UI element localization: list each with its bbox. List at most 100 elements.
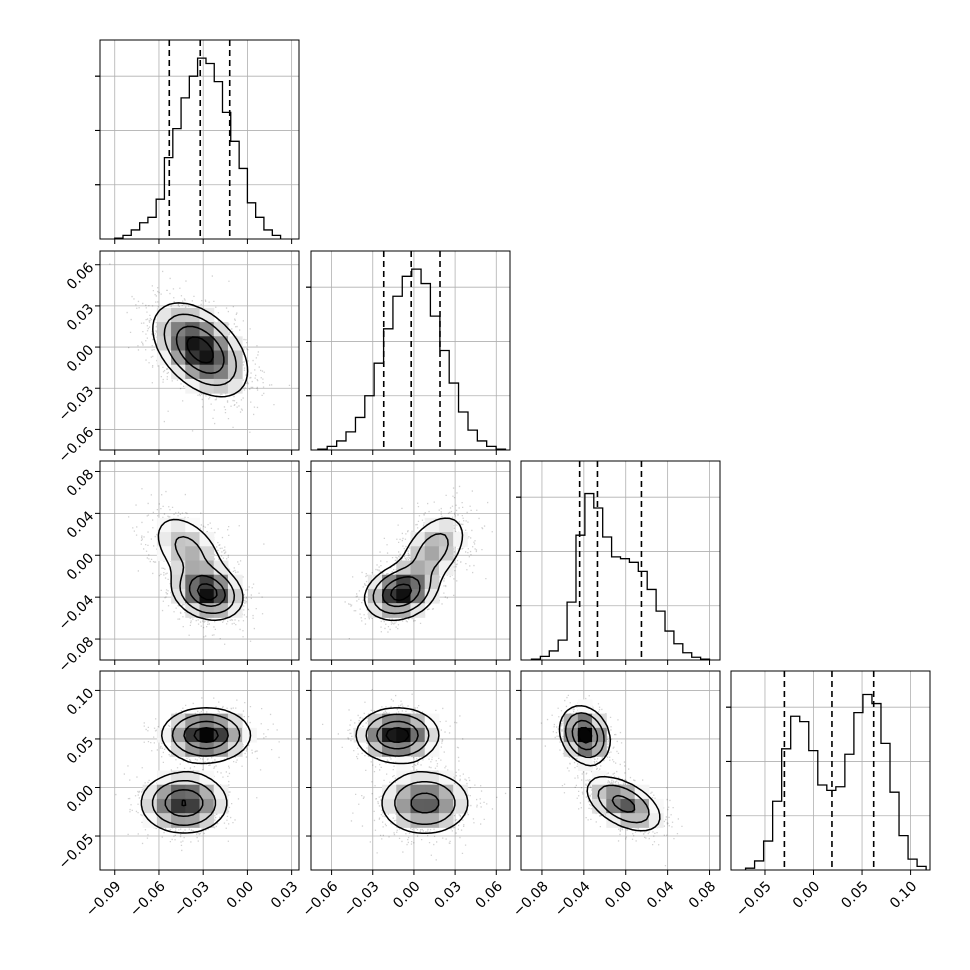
density-cell (185, 798, 200, 814)
density-cell (438, 798, 454, 814)
density-cell (171, 532, 186, 547)
density-cell (227, 603, 243, 618)
y-tick-label: −0.06 (56, 424, 98, 466)
density-cell (171, 336, 186, 351)
density-cell (156, 307, 172, 323)
density-cell (156, 727, 172, 743)
x-tick-label: 0.05 (838, 878, 871, 911)
marginal-panel-3 (726, 670, 931, 875)
contour-level-2 (376, 720, 440, 814)
density-cell (438, 784, 454, 800)
panel-background (311, 251, 510, 450)
x-tick-label: −0.06 (127, 878, 169, 920)
x-tick-label: 0.04 (644, 878, 677, 911)
joint-panel-0-2 (95, 460, 300, 665)
density-cell (606, 798, 621, 814)
density-cell (199, 784, 215, 800)
density-cell (438, 813, 454, 828)
density-cell (396, 742, 411, 757)
density-cell (171, 588, 186, 604)
panel-frame (99, 460, 300, 661)
density-cell (199, 378, 215, 394)
density-cell (382, 603, 397, 618)
panel-frame (310, 250, 511, 451)
density-cell (367, 727, 383, 743)
joint-panel-0-1 (95, 250, 300, 455)
y-tick-label: 0.00 (64, 782, 97, 815)
density-cell (424, 784, 440, 800)
density-cell (577, 756, 593, 771)
density-cell (199, 322, 215, 337)
x-tick-label: 0.03 (432, 878, 465, 911)
density-cell (199, 560, 215, 576)
histogram-step-0 (114, 57, 282, 239)
panel-frame (310, 460, 511, 661)
density-cell (410, 813, 426, 828)
contour-level-0 (363, 517, 464, 622)
contour-level-3 (196, 583, 218, 601)
panel-frame (730, 670, 931, 871)
panel-frame (99, 670, 300, 871)
density-cell (382, 784, 397, 800)
density-cell (171, 322, 186, 337)
density-cell (424, 813, 440, 828)
density-cell (227, 727, 243, 743)
y-tick-label: −0.03 (56, 383, 98, 425)
density-layer (540, 694, 683, 867)
density-cell (156, 784, 172, 800)
density-cell (242, 727, 257, 743)
density-cell (156, 546, 172, 561)
y-tick-label: 0.00 (64, 550, 97, 583)
contour-level-3 (186, 336, 214, 364)
density-cell (185, 784, 200, 800)
density-cell (424, 546, 440, 561)
histogram-step-3 (744, 693, 927, 870)
density-cell (171, 560, 186, 576)
density-cell (453, 784, 468, 800)
density-cell (424, 560, 440, 576)
density-cell (185, 603, 200, 618)
density-cell (171, 742, 186, 757)
density-cell (453, 798, 468, 814)
joint-panel-0-3 (95, 670, 300, 875)
contour-level-2 (175, 325, 225, 375)
density-cell (382, 588, 397, 604)
density-cell (213, 364, 229, 380)
contour-level-0 (140, 707, 252, 834)
density-layer (322, 689, 507, 861)
x-tick-label: −0.03 (171, 878, 213, 920)
density-cell (592, 770, 607, 786)
x-tick-label: −0.03 (341, 878, 383, 920)
density-cell (213, 336, 229, 351)
density-cell (171, 574, 186, 590)
density-cell (185, 350, 200, 366)
joint-panel-2-3 (516, 670, 721, 875)
contour-level-1 (163, 313, 237, 387)
density-cell (199, 813, 215, 828)
panel-background (521, 671, 720, 870)
density-cell (592, 742, 607, 757)
density-cell (367, 588, 383, 604)
density-cell (213, 322, 229, 337)
y-tick-label: 0.03 (64, 301, 97, 334)
panel-frame (520, 460, 721, 661)
density-layer (115, 697, 280, 852)
contour-level-2 (381, 575, 421, 608)
x-tick-label: 0.03 (268, 878, 301, 911)
density-cell (185, 560, 200, 576)
x-tick-label: 0.00 (602, 878, 635, 911)
contour-level-1 (365, 713, 456, 826)
density-cell (592, 713, 607, 729)
panel-frame (310, 670, 511, 871)
marginal-panel-2 (516, 460, 721, 665)
density-cell (438, 517, 454, 533)
contour-level-3 (577, 726, 593, 744)
x-tick-label: 0.00 (790, 878, 823, 911)
density-cell (367, 574, 383, 590)
density-cell (620, 813, 636, 828)
contour-level-2 (188, 574, 226, 607)
density-layer (109, 263, 291, 433)
density-cell (634, 813, 650, 828)
contour-level-3 (390, 583, 413, 602)
density-cell (199, 532, 215, 547)
